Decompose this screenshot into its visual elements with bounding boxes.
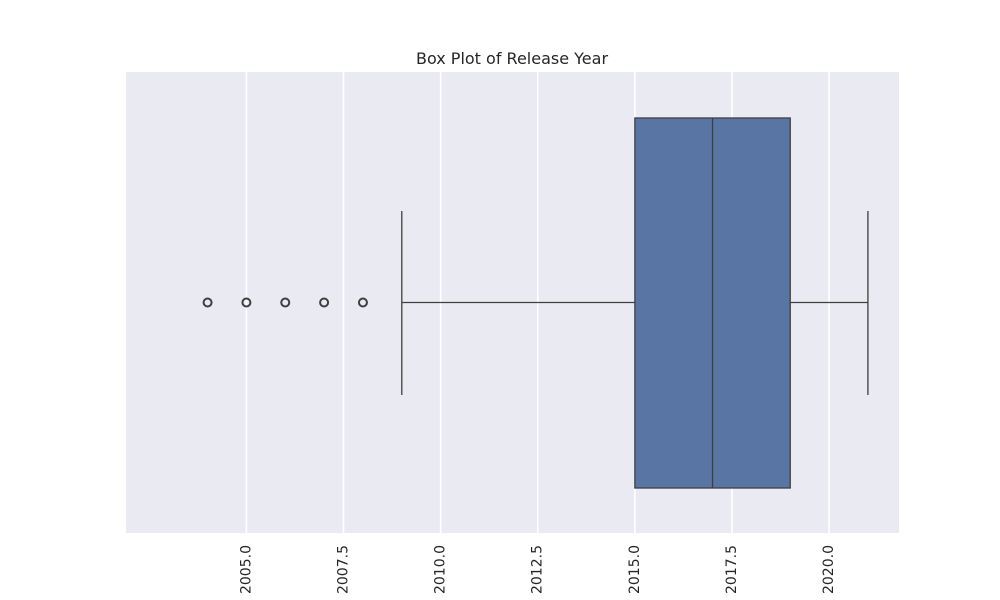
x-tick-label: 2005.0 <box>238 545 254 594</box>
x-tick-label: 2012.5 <box>530 545 546 594</box>
outlier-point <box>241 297 252 308</box>
outlier-point <box>357 297 368 308</box>
x-axis-ticks: 2005.0 2007.5 2010.0 2012.5 2015.0 2017.5 2020… <box>238 545 837 594</box>
x-tick-label: 2010.0 <box>433 545 449 594</box>
x-tick-label: 2020.0 <box>821 545 837 594</box>
outlier-point <box>319 297 330 308</box>
box-plot <box>202 117 869 489</box>
outlier-point <box>280 297 291 308</box>
x-tick-label: 2017.5 <box>724 545 740 594</box>
x-tick-label: 2015.0 <box>627 545 643 594</box>
chart-title: Box Plot of Release Year <box>416 49 608 68</box>
outlier-point <box>202 297 213 308</box>
x-tick-label: 2007.5 <box>336 545 352 594</box>
